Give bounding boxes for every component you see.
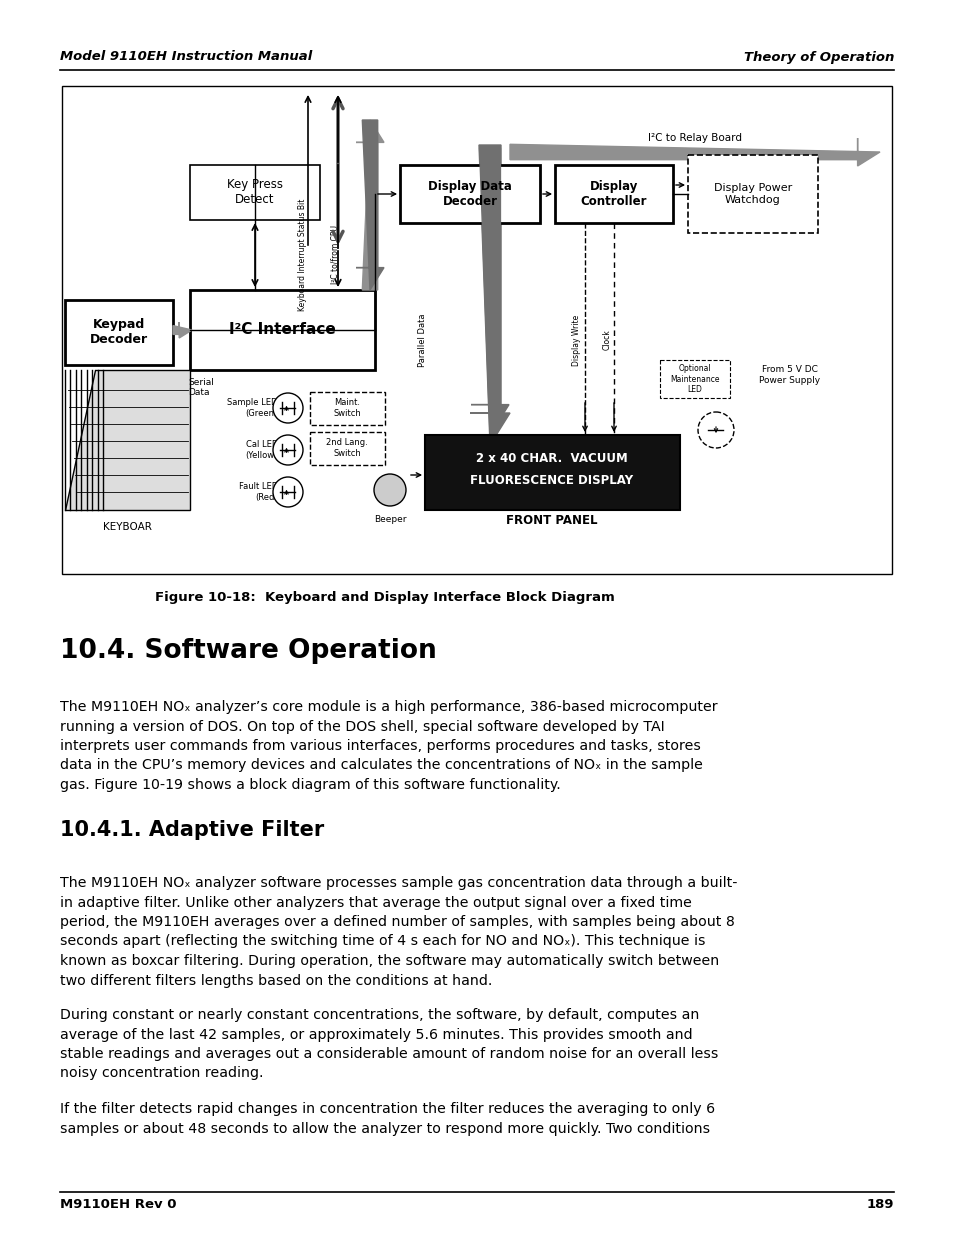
Bar [310, 391, 385, 425]
Text: stable readings and averages out a considerable amount of random noise for an ov: stable readings and averages out a consi… [60, 1047, 718, 1061]
Text: During constant or nearly constant concentrations, the software, by default, com: During constant or nearly constant conce… [60, 1008, 699, 1023]
Text: Sample LED
(Green): Sample LED (Green) [227, 399, 277, 417]
Text: Serial
Data: Serial Data [188, 378, 213, 398]
Text: Clock: Clock [602, 330, 611, 351]
Text: The M9110EH NOₓ analyzer software processes sample gas concentration data throug: The M9110EH NOₓ analyzer software proces… [60, 876, 737, 890]
Bar [310, 432, 385, 466]
Bar [424, 435, 679, 510]
Bar [399, 165, 539, 224]
Bar [190, 290, 375, 370]
Text: I²C Interface: I²C Interface [229, 322, 335, 337]
Text: 10.4. Software Operation: 10.4. Software Operation [60, 638, 436, 664]
Circle shape [273, 477, 303, 508]
Text: Fault LED
(Red): Fault LED (Red) [238, 483, 277, 501]
Text: 189: 189 [865, 1198, 893, 1212]
Text: I²C to/from CPU: I²C to/from CPU [330, 226, 339, 284]
Text: Display Write: Display Write [572, 315, 581, 366]
Text: known as boxcar filtering. During operation, the software may automatically swit: known as boxcar filtering. During operat… [60, 953, 719, 968]
Text: Figure 10-18:: Figure 10-18: [154, 590, 255, 604]
Polygon shape [172, 322, 192, 338]
Text: FLUORESCENCE DISPLAY: FLUORESCENCE DISPLAY [470, 474, 633, 488]
Circle shape [273, 435, 303, 466]
Polygon shape [470, 144, 510, 445]
Text: seconds apart (reflecting the switching time of 4 s each for NO and NOₓ). This t: seconds apart (reflecting the switching … [60, 935, 705, 948]
Polygon shape [471, 148, 509, 435]
Polygon shape [510, 138, 879, 165]
Circle shape [273, 393, 303, 424]
Text: 2nd Lang.
Switch: 2nd Lang. Switch [326, 438, 368, 458]
Text: Theory of Operation: Theory of Operation [742, 51, 893, 63]
Polygon shape [355, 120, 384, 290]
Text: in adaptive filter. Unlike other analyzers that average the output signal over a: in adaptive filter. Unlike other analyze… [60, 895, 691, 909]
Bar [62, 86, 891, 574]
Text: Keyboard and Display Interface Block Diagram: Keyboard and Display Interface Block Dia… [265, 590, 614, 604]
Text: Display Power
Watchdog: Display Power Watchdog [713, 183, 791, 205]
Bar [555, 165, 672, 224]
Text: gas. Figure 10-19 shows a block diagram of this software functionality.: gas. Figure 10-19 shows a block diagram … [60, 778, 560, 792]
Text: Optional
Maintenance
LED: Optional Maintenance LED [670, 364, 719, 394]
Text: M9110EH Rev 0: M9110EH Rev 0 [60, 1198, 176, 1212]
Bar [687, 156, 817, 233]
Text: KEYBOAR: KEYBOAR [103, 522, 152, 532]
Text: Parallel Data: Parallel Data [418, 314, 427, 367]
Text: Keyboard Interrupt Status Bit: Keyboard Interrupt Status Bit [298, 199, 307, 311]
Text: Display Data
Decoder: Display Data Decoder [428, 180, 512, 207]
Polygon shape [65, 370, 190, 510]
Bar [190, 165, 319, 220]
Circle shape [374, 474, 406, 506]
Text: period, the M9110EH averages over a defined number of samples, with samples bein: period, the M9110EH averages over a defi… [60, 915, 734, 929]
Text: If the filter detects rapid changes in concentration the filter reduces the aver: If the filter detects rapid changes in c… [60, 1102, 715, 1116]
Text: Maint.
Switch: Maint. Switch [333, 399, 360, 417]
Text: Model 9110EH Instruction Manual: Model 9110EH Instruction Manual [60, 51, 312, 63]
Bar [65, 300, 172, 366]
Text: Key Press
Detect: Key Press Detect [227, 178, 283, 206]
Text: 10.4.1. Adaptive Filter: 10.4.1. Adaptive Filter [60, 820, 324, 840]
Text: 2 x 40 CHAR.  VACUUM: 2 x 40 CHAR. VACUUM [476, 452, 627, 464]
Text: FRONT PANEL: FRONT PANEL [506, 514, 598, 526]
Circle shape [698, 412, 733, 448]
Text: The M9110EH NOₓ analyzer’s core module is a high performance, 386-based microcom: The M9110EH NOₓ analyzer’s core module i… [60, 700, 717, 714]
Polygon shape [355, 120, 384, 290]
Text: Keypad
Decoder: Keypad Decoder [90, 317, 148, 346]
Text: noisy concentration reading.: noisy concentration reading. [60, 1067, 263, 1081]
Text: samples or about 48 seconds to allow the analyzer to respond more quickly. Two c: samples or about 48 seconds to allow the… [60, 1121, 709, 1135]
Text: From 5 V DC
Power Supply: From 5 V DC Power Supply [759, 366, 820, 384]
Text: Display
Controller: Display Controller [580, 180, 646, 207]
Text: Cal LED
(Yellow): Cal LED (Yellow) [245, 441, 277, 459]
Text: interprets user commands from various interfaces, performs procedures and tasks,: interprets user commands from various in… [60, 739, 700, 753]
Text: two different filters lengths based on the conditions at hand.: two different filters lengths based on t… [60, 973, 492, 988]
Text: data in the CPU’s memory devices and calculates the concentrations of NOₓ in the: data in the CPU’s memory devices and cal… [60, 758, 702, 773]
Text: running a version of DOS. On top of the DOS shell, special software developed by: running a version of DOS. On top of the … [60, 720, 664, 734]
Text: I²C to Relay Board: I²C to Relay Board [647, 133, 741, 143]
Text: Beeper: Beeper [374, 515, 406, 524]
Bar [659, 359, 729, 398]
Text: average of the last 42 samples, or approximately 5.6 minutes. This provides smoo: average of the last 42 samples, or appro… [60, 1028, 692, 1041]
